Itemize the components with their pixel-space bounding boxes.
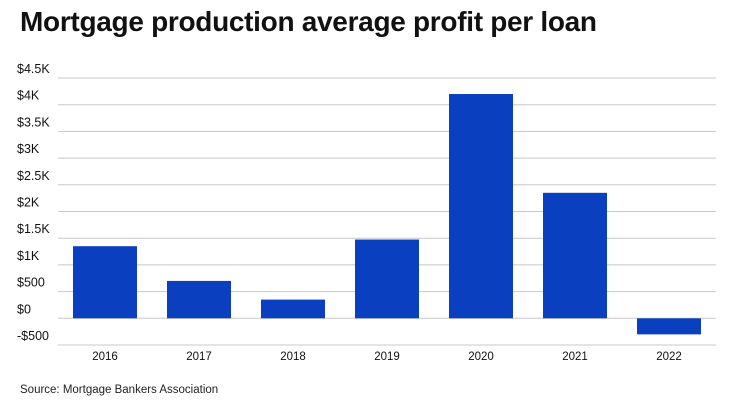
bar-2019 [355, 239, 419, 319]
y-tick-label: $3.5K [17, 115, 50, 129]
bar-2020 [449, 94, 513, 319]
y-tick-label: $500 [17, 276, 45, 290]
x-tick-label: 2019 [374, 351, 400, 363]
y-tick-label: -$500 [17, 329, 49, 343]
y-tick-label: $0 [17, 302, 31, 316]
y-tick-label: $4K [17, 89, 40, 103]
bar-2018 [261, 299, 325, 319]
y-tick-label: $2.5K [17, 169, 50, 183]
y-tick-label: $4.5K [17, 62, 50, 76]
x-tick-label: 2022 [656, 351, 682, 363]
y-tick-label: $1.5K [17, 222, 50, 236]
x-tick-label: 2021 [562, 351, 588, 363]
y-tick-label: $3K [17, 142, 40, 156]
x-tick-label: 2020 [468, 351, 494, 363]
x-tick-label: 2016 [92, 351, 118, 363]
y-tick-label: $1K [17, 249, 40, 263]
bar-2016 [73, 246, 137, 319]
y-tick-label: $2K [17, 196, 40, 210]
chart-title: Mortgage production average profit per l… [20, 6, 597, 37]
x-tick-label: 2017 [186, 351, 212, 363]
x-tick-label: 2018 [280, 351, 306, 363]
bar-2022 [637, 318, 701, 335]
bar-2017 [167, 280, 231, 319]
bar-2021 [543, 192, 607, 319]
source-note: Source: Mortgage Bankers Association [20, 384, 219, 396]
